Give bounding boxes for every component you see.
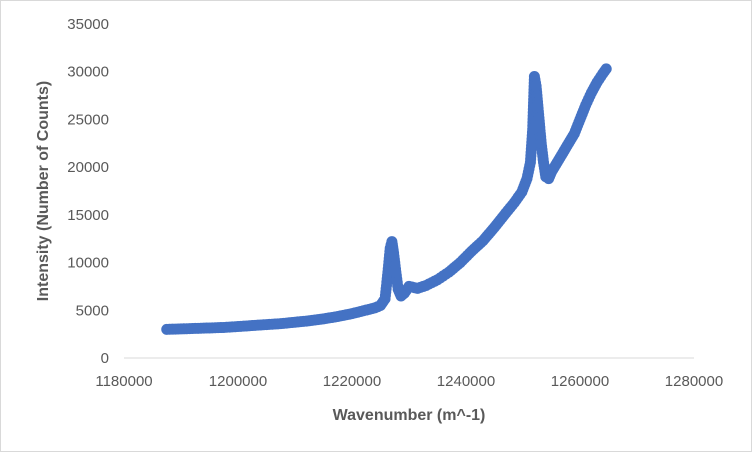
data-point	[412, 282, 424, 294]
x-axis-title: Wavenumber (m^-1)	[333, 407, 486, 424]
data-point	[524, 156, 536, 168]
y-tick-label: 25000	[67, 111, 109, 128]
data-point	[546, 166, 557, 178]
data-point	[388, 247, 400, 259]
data-point	[516, 186, 528, 198]
data-points	[161, 63, 612, 335]
data-point	[346, 308, 358, 320]
data-point	[420, 279, 432, 291]
data-point	[557, 147, 569, 159]
x-tick-label: 1200000	[209, 373, 267, 390]
y-axis-ticks: 0 5000 10000 15000 20000 25000 30000 35000	[67, 16, 109, 367]
y-tick-label: 5000	[76, 302, 109, 319]
data-point	[261, 319, 272, 331]
data-point	[390, 266, 402, 278]
data-point	[535, 137, 547, 149]
data-point	[538, 156, 550, 168]
data-point	[379, 293, 391, 305]
data-point	[443, 266, 455, 278]
x-tick-label: 1220000	[323, 373, 381, 390]
data-point	[218, 321, 230, 333]
y-tick-label: 10000	[67, 255, 109, 272]
data-point	[551, 156, 563, 168]
y-tick-label: 30000	[67, 64, 109, 81]
data-point	[161, 323, 173, 335]
x-tick-label: 1260000	[551, 373, 609, 390]
data-point	[466, 245, 478, 257]
data-point	[175, 323, 187, 335]
data-point	[289, 316, 301, 328]
x-tick-label: 1280000	[665, 373, 723, 390]
y-tick-label: 20000	[67, 159, 109, 176]
y-tick-label: 0	[101, 350, 109, 367]
data-point	[382, 266, 394, 278]
data-point	[332, 310, 344, 322]
data-point	[204, 322, 215, 334]
data-point	[563, 137, 575, 149]
data-point	[528, 70, 540, 82]
x-axis-ticks: 1180000 1200000 1220000 1240000 1260000 12800…	[95, 373, 723, 390]
data-point	[489, 221, 500, 233]
data-point	[232, 321, 244, 333]
data-point	[534, 118, 546, 130]
data-point	[357, 305, 369, 317]
data-point	[477, 235, 489, 247]
data-point	[500, 207, 512, 219]
data-point	[303, 315, 315, 327]
data-point	[585, 87, 597, 99]
x-tick-label: 1240000	[437, 373, 495, 390]
data-point	[189, 322, 201, 334]
y-axis-title: Intensity (Number of Counts)	[35, 81, 52, 301]
data-point	[275, 318, 287, 330]
data-point	[574, 113, 586, 125]
data-point	[580, 99, 592, 111]
y-tick-label: 15000	[67, 207, 109, 224]
data-point	[246, 320, 258, 332]
x-tick-label: 1180000	[95, 373, 152, 390]
data-point	[591, 76, 603, 88]
data-point	[403, 280, 415, 292]
data-point	[530, 80, 542, 92]
y-tick-label: 35000	[67, 16, 109, 33]
data-point	[600, 63, 612, 75]
data-point	[521, 173, 533, 185]
data-point	[318, 313, 329, 325]
data-point	[432, 274, 443, 286]
data-point	[454, 257, 466, 269]
data-point	[386, 236, 398, 248]
data-point	[508, 196, 520, 208]
data-point	[568, 128, 580, 140]
data-point	[532, 99, 544, 111]
